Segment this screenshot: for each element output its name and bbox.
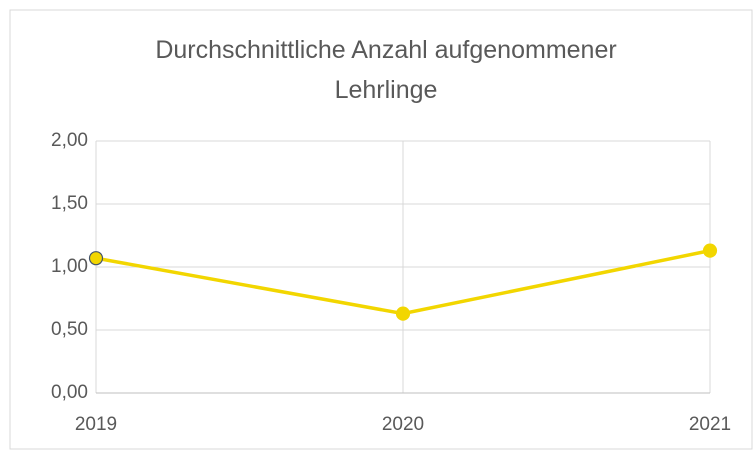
y-tick-label: 0,00 <box>51 382 88 403</box>
chart-title: Durchschnittliche Anzahl aufgenommener L… <box>155 36 617 104</box>
chart-border <box>9 9 753 450</box>
point <box>702 243 718 258</box>
y-tick-label: 0,50 <box>51 319 88 340</box>
y-tick-label: 1,00 <box>51 256 88 277</box>
x-tick-label: 2021 <box>689 414 731 435</box>
x-tick-label: 2019 <box>75 414 117 435</box>
y-tick-label: 2,00 <box>51 130 88 151</box>
y-tick-label: 1,50 <box>51 193 88 214</box>
point <box>395 306 411 321</box>
point <box>88 251 104 266</box>
x-tick-label: 2020 <box>382 414 424 435</box>
